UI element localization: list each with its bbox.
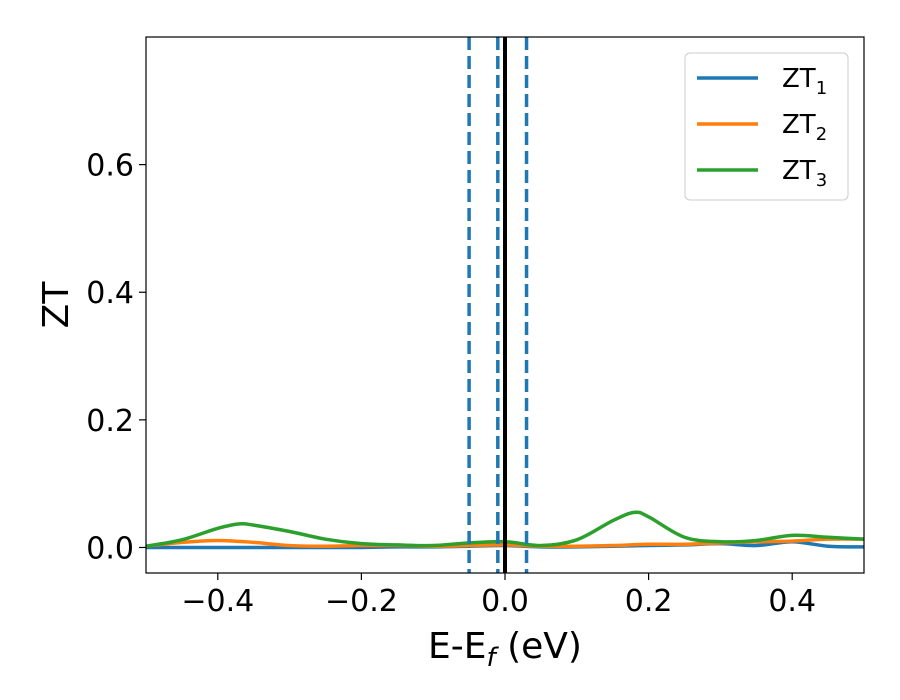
legend: ZT1 ZT2 ZT3	[684, 52, 849, 201]
x-tick-label: 0.2	[625, 584, 673, 619]
plot-lines	[146, 37, 864, 573]
x-tick-label: −0.4	[181, 584, 254, 619]
legend-box	[684, 52, 849, 201]
y-tick-label: 0.0	[86, 531, 134, 566]
y-tick-label: 0.2	[86, 404, 134, 439]
legend-label-zt3: ZT3	[782, 156, 827, 191]
x-axis-label: E-Ef (eV)	[428, 626, 582, 673]
x-axis: −0.4 −0.2 0.0 0.2 0.4	[181, 573, 816, 619]
legend-label-zt1: ZT1	[782, 64, 827, 99]
x-tick-label: −0.2	[325, 584, 398, 619]
legend-label-zt2: ZT2	[782, 110, 827, 145]
y-tick-label: 0.4	[86, 276, 134, 311]
x-tick-label: 0.4	[768, 584, 816, 619]
x-tick-label: 0.0	[481, 584, 529, 619]
y-axis: 0.0 0.2 0.4 0.6	[86, 149, 146, 566]
y-tick-label: 0.6	[86, 149, 134, 184]
y-axis-label: ZT	[36, 281, 77, 329]
